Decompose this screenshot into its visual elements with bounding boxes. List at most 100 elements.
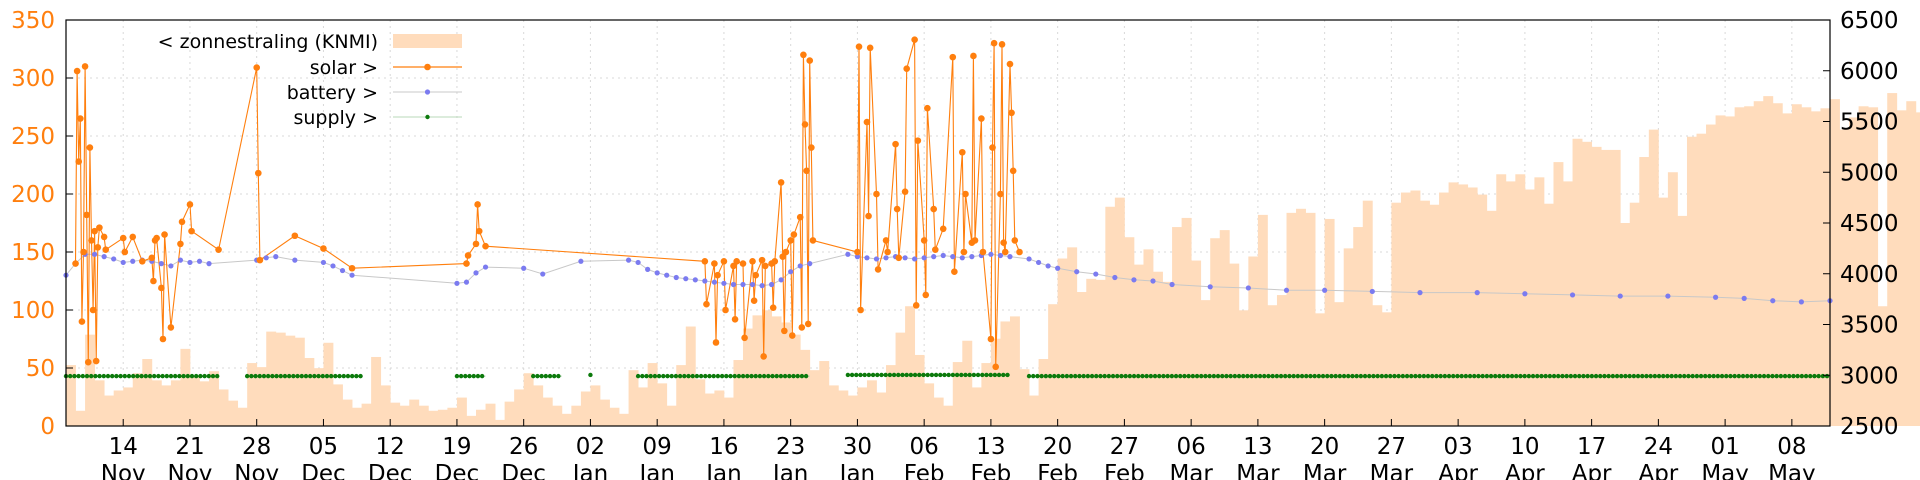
zonnestraling-bar	[1505, 181, 1516, 426]
solar-point	[741, 334, 748, 342]
supply-point	[946, 372, 951, 378]
solar-point	[129, 233, 137, 241]
zonnestraling-bar	[1439, 192, 1449, 426]
supply-point	[959, 372, 964, 378]
supply-point	[1295, 373, 1301, 379]
battery-point	[263, 255, 269, 261]
supply-point	[1136, 373, 1141, 379]
zonnestraling-bars	[66, 93, 1920, 427]
supply-point	[1123, 373, 1128, 379]
supply-point	[1165, 373, 1170, 379]
legend-label-zonnestraling: < zonnestraling (KNMI)	[158, 31, 378, 53]
supply-point	[1581, 373, 1586, 379]
zonnestraling-bar	[1229, 263, 1240, 426]
solar-point	[102, 246, 110, 253]
supply-point	[1358, 373, 1364, 379]
solar-point	[806, 57, 814, 64]
zonnestraling-bar	[1448, 182, 1459, 426]
supply-point	[1262, 373, 1267, 379]
supply-point	[152, 373, 157, 379]
supply-point	[1572, 373, 1578, 379]
zonnestraling-bar	[161, 385, 172, 426]
battery-point	[1770, 298, 1776, 304]
supply-point	[938, 372, 943, 378]
supply-point	[707, 373, 712, 379]
x-tick-day: 30	[843, 434, 872, 460]
battery-point	[111, 256, 117, 262]
zonnestraling-bar	[1133, 264, 1144, 426]
supply-point	[1472, 373, 1477, 379]
supply-point	[661, 373, 666, 379]
y-right-tick-label: 6000	[1840, 59, 1899, 85]
zonnestraling-bar	[1162, 281, 1173, 426]
solar-point	[796, 213, 804, 221]
supply-point	[1178, 373, 1183, 379]
solar-point	[722, 306, 729, 314]
solar-point	[167, 324, 175, 331]
zonnestraling-bar	[266, 331, 277, 426]
zonnestraling-bar	[790, 334, 801, 426]
supply-point	[1505, 373, 1511, 379]
supply-point	[1635, 373, 1641, 379]
zonnestraling-bar	[876, 392, 887, 426]
solar-point	[121, 248, 129, 256]
supply-point	[1619, 373, 1624, 379]
zonnestraling-bar	[1191, 260, 1202, 426]
solar-point	[159, 335, 167, 343]
supply-point	[278, 373, 283, 379]
supply-point	[1249, 373, 1254, 379]
battery-point	[778, 277, 784, 283]
battery-point	[702, 278, 708, 284]
zonnestraling-bar	[1324, 218, 1335, 426]
x-tick-month: Nov	[168, 461, 213, 480]
supply-point	[535, 373, 540, 379]
zonnestraling-bar	[1639, 157, 1650, 426]
solar-point	[893, 205, 901, 213]
supply-point	[349, 373, 355, 379]
zonnestraling-bar	[1057, 258, 1068, 426]
x-tick-day: 05	[309, 434, 338, 460]
x-tick-month: May	[1701, 461, 1749, 480]
solar-point	[475, 227, 483, 235]
supply-point	[202, 373, 207, 379]
solar-point	[78, 318, 86, 325]
zonnestraling-bar	[1753, 101, 1764, 426]
zonnestraling-bar	[1830, 99, 1840, 427]
supply-point	[921, 372, 926, 378]
solar-point	[997, 190, 1004, 198]
zonnestraling-bar	[1086, 278, 1097, 426]
zonnestraling-bar	[666, 405, 677, 426]
supply-point	[114, 373, 119, 379]
x-tick-month: Apr	[1572, 461, 1612, 480]
battery-point	[521, 265, 527, 271]
x-tick-month: Feb	[1037, 461, 1078, 480]
supply-point	[1669, 373, 1674, 379]
zonnestraling-bar	[1419, 200, 1430, 426]
solar-point	[749, 257, 756, 265]
supply-point	[791, 373, 796, 379]
supply-point	[358, 373, 363, 379]
zonnestraling-bar	[924, 383, 935, 426]
battery-point	[692, 277, 698, 283]
zonnestraling-bar	[962, 340, 973, 426]
supply-point	[1585, 373, 1590, 379]
supply-point	[1039, 373, 1044, 379]
zonnestraling-bar	[733, 360, 744, 426]
zonnestraling-bar	[1763, 96, 1774, 426]
solar-point	[464, 252, 472, 259]
supply-point	[1715, 373, 1721, 379]
supply-point	[160, 373, 165, 379]
zonnestraling-bar	[1696, 133, 1707, 426]
supply-point	[1434, 373, 1439, 379]
supply-point	[1451, 373, 1456, 379]
supply-point	[1795, 373, 1800, 379]
supply-point	[1690, 373, 1695, 379]
supply-point	[1341, 373, 1347, 379]
zonnestraling-bar	[485, 403, 496, 426]
battery-point	[807, 261, 813, 267]
supply-point	[244, 373, 250, 379]
solar-point	[153, 234, 160, 242]
battery-point	[1665, 293, 1671, 299]
zonnestraling-bar	[847, 395, 858, 426]
x-tick-month: Feb	[971, 461, 1012, 480]
